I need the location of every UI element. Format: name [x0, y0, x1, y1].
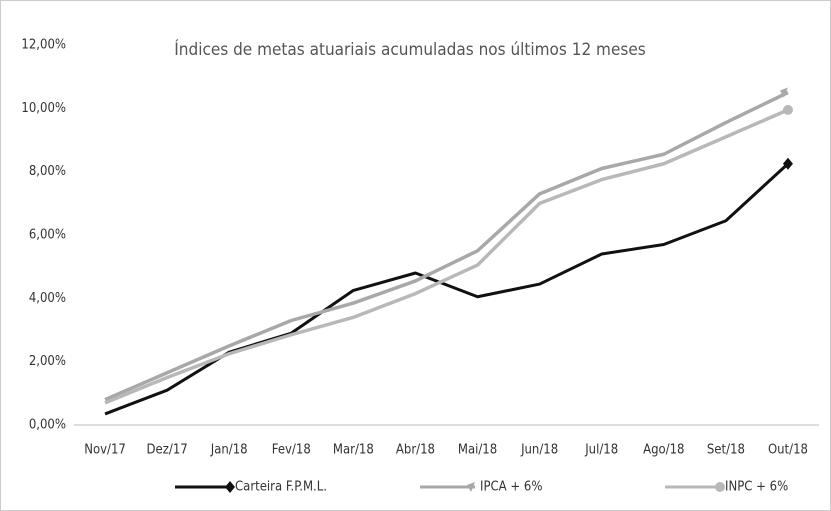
x-tick-label: Dez/17: [147, 443, 188, 458]
y-tick-label: 6,00%: [29, 228, 66, 243]
series-line: [104, 108, 789, 405]
series-line: [104, 90, 789, 402]
legend-label: Carteira F.P.M.L.: [235, 480, 327, 495]
legend-label: INPC + 6%: [725, 480, 788, 495]
legend-marker: [715, 482, 725, 492]
y-tick-label: 8,00%: [29, 164, 66, 179]
x-tick-label: Ago/18: [643, 443, 684, 458]
legend-marker: [467, 482, 475, 492]
x-tick-label: Jun/18: [520, 443, 558, 458]
x-tick-label: Jan/18: [210, 443, 248, 458]
y-tick-label: 2,00%: [29, 354, 66, 369]
x-tick-label: Mai/18: [458, 443, 497, 458]
end-marker: [782, 157, 793, 170]
x-tick-label: Fev/18: [272, 443, 311, 458]
end-marker: [779, 87, 788, 98]
y-tick-label: 0,00%: [29, 418, 66, 433]
x-tick-label: Abr/18: [396, 443, 435, 458]
y-tick-label: 12,00%: [21, 38, 66, 53]
y-tick-label: 4,00%: [29, 291, 66, 306]
x-tick-label: Jul/18: [584, 443, 618, 458]
legend-label: IPCA + 6%: [480, 480, 542, 495]
x-tick-label: Nov/17: [84, 443, 126, 458]
y-tick-label: 10,00%: [21, 101, 66, 116]
x-tick-label: Out/18: [768, 443, 808, 458]
chart-title: Índices de metas atuariais acumuladas no…: [174, 38, 645, 60]
end-marker: [782, 104, 793, 115]
x-tick-label: Mar/18: [333, 443, 374, 458]
legend-marker: [225, 481, 235, 493]
x-tick-label: Set/18: [707, 443, 745, 458]
